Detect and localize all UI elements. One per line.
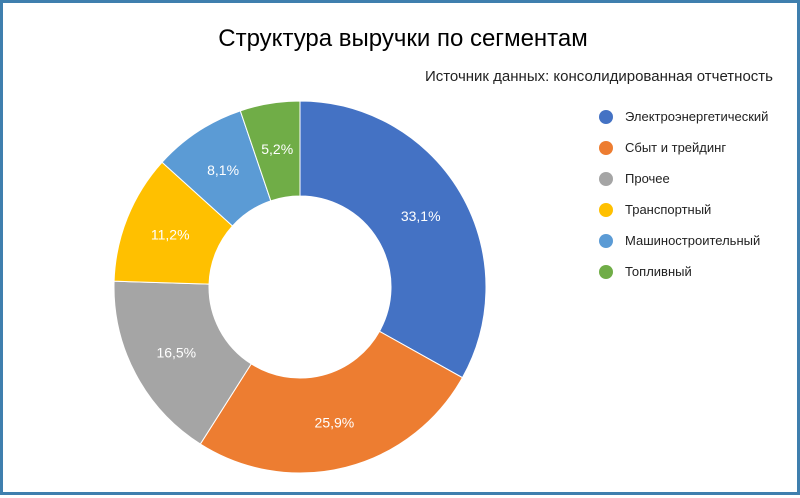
slice-value-label: 11,2%	[151, 227, 190, 243]
legend-swatch	[599, 109, 613, 124]
chart-title: Структура выручки по сегментам	[218, 25, 588, 52]
legend-item: Прочее	[599, 163, 768, 194]
donut-slice	[239, 100, 301, 202]
legend-swatch	[599, 264, 613, 279]
slice-value-label: 5,2%	[261, 141, 293, 157]
donut-slice	[299, 100, 487, 379]
legend-item: Электроэнергетический	[599, 101, 768, 132]
legend-label: Транспортный	[625, 202, 712, 217]
legend-swatch	[599, 140, 613, 155]
legend-item: Транспортный	[599, 194, 768, 225]
slice-value-label: 25,9%	[315, 415, 355, 431]
chart-legend: Электроэнергетический Сбыт и трейдинг Проч…	[599, 101, 768, 287]
legend-label: Электроэнергетический	[625, 109, 769, 124]
slice-labels-group: 33,1% 25,9% 16,5% 11,2% 8,1% 5,2%	[151, 141, 441, 431]
legend-label: Топливный	[625, 264, 692, 279]
legend-label: Прочее	[625, 171, 670, 186]
slice-value-label: 33,1%	[401, 208, 441, 224]
legend-swatch	[599, 171, 613, 186]
legend-item: Топливный	[599, 256, 768, 287]
legend-item: Сбыт и трейдинг	[599, 132, 768, 163]
slice-value-label: 8,1%	[207, 162, 239, 178]
legend-item: Машиностроительный	[599, 225, 768, 256]
donut-slice	[113, 280, 252, 445]
donut-slice	[199, 330, 464, 474]
legend-swatch	[599, 233, 613, 248]
slice-value-label: 16,5%	[156, 345, 196, 361]
chart-subtitle: Источник данных: консолидированная отчет…	[424, 68, 773, 85]
legend-label: Машиностроительный	[625, 233, 761, 248]
donut-chart: 33,1% 25,9% 16,5% 11,2% 8,1% 5,2%	[113, 100, 487, 474]
legend-swatch	[599, 202, 613, 217]
legend-label: Сбыт и трейдинг	[625, 140, 727, 155]
slices-group	[113, 100, 487, 474]
